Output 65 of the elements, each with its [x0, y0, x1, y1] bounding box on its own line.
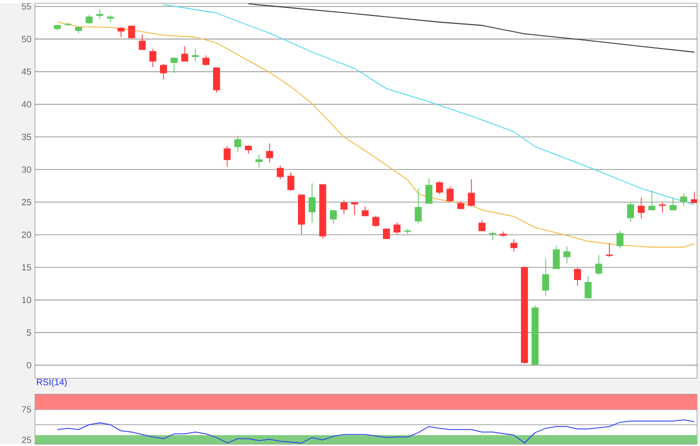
candlestick: [351, 202, 358, 216]
candlestick: [256, 154, 263, 168]
y-tick-label: 0: [26, 362, 32, 368]
candlestick: [680, 192, 688, 206]
candlestick: [552, 245, 560, 269]
candlestick: [638, 196, 645, 219]
y-tick-label: 5: [26, 329, 32, 336]
candlestick: [340, 200, 348, 214]
y-tick-label: 40: [22, 100, 32, 108]
candlestick: [563, 246, 570, 264]
candlestick: [382, 228, 390, 239]
candlestick: [96, 8, 104, 20]
candlestick: [128, 24, 136, 39]
line-series: [56, 419, 695, 444]
candlestick: [478, 220, 486, 232]
candlestick: [202, 54, 210, 66]
candlestick: [192, 48, 199, 62]
candlestick: [86, 14, 93, 24]
candlestick: [489, 230, 496, 240]
y-tick-label: 10: [22, 296, 32, 303]
candlestick: [362, 206, 369, 217]
candlestick: [372, 215, 380, 228]
candlestick: [287, 171, 294, 192]
candlestick: [425, 178, 432, 204]
candlestick: [574, 267, 582, 286]
y-tick-label: 15: [22, 264, 32, 270]
candlestick: [627, 202, 634, 222]
y-tick-label: 35: [22, 133, 32, 140]
candlestick: [414, 188, 422, 224]
candlestick: [160, 63, 167, 80]
candlestick: [170, 56, 178, 74]
candlestick: [213, 67, 220, 93]
candlestick: [616, 230, 624, 249]
y-tick-label: 55: [22, 3, 32, 10]
candlestick: [436, 180, 443, 194]
candlestick: [276, 164, 284, 180]
y-tick-label: 20: [22, 231, 32, 238]
candlestick: [584, 275, 592, 298]
candlestick: [330, 209, 337, 224]
candlestick: [224, 145, 231, 168]
candlestick: [468, 178, 475, 207]
candlestick: [446, 186, 454, 202]
y-tick-label: 25: [22, 198, 32, 206]
candlestick: [648, 190, 656, 210]
candlestick: [606, 242, 613, 258]
candlestick: [181, 46, 188, 62]
candlestick: [308, 182, 316, 224]
y-tick-label: 30: [22, 166, 32, 172]
y-tick-label: 75: [22, 406, 32, 412]
candlestick: [690, 191, 698, 203]
chart-title: RSI(14): [36, 378, 67, 387]
candlestick: [266, 142, 274, 163]
candlestick: [595, 254, 602, 276]
candlestick: [542, 258, 550, 296]
candlestick: [670, 198, 677, 210]
y-tick-label: 45: [22, 68, 32, 75]
line-series: [248, 3, 695, 52]
line-series: [56, 21, 695, 248]
candlestick: [138, 34, 146, 50]
candlestick: [234, 134, 242, 152]
candlestick: [510, 238, 518, 252]
candlestick: [149, 48, 156, 68]
y-tick-label: 25: [22, 436, 32, 443]
y-tick-label: 50: [22, 36, 32, 42]
candlestick: [394, 222, 401, 234]
